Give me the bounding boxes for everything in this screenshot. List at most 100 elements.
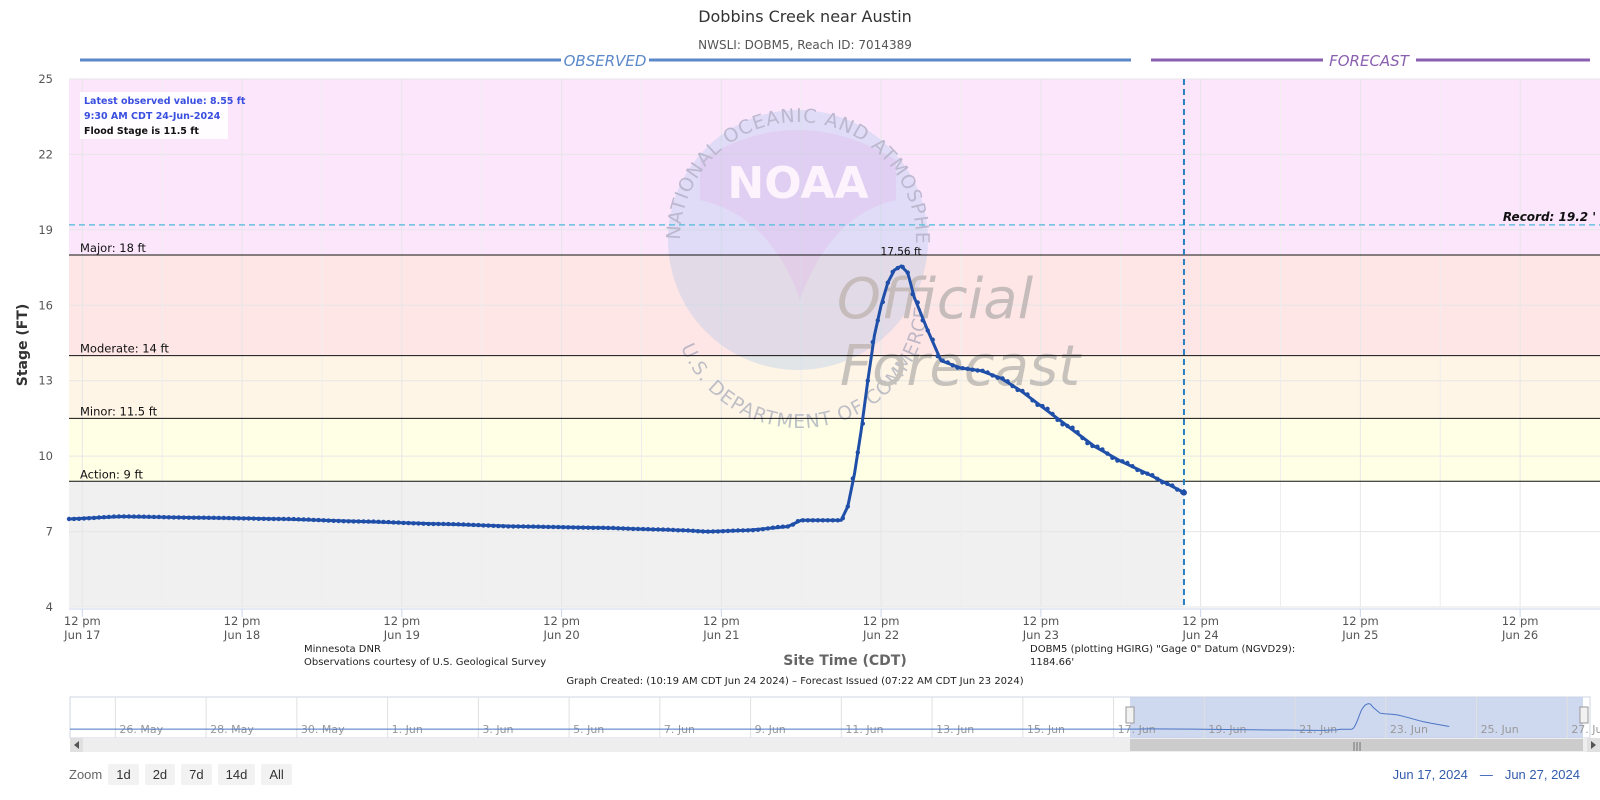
stage-point-5 <box>91 515 97 521</box>
zoom-7d-button[interactable]: 7d <box>181 764 212 785</box>
stage-point-145 <box>790 522 796 527</box>
x-tick-label-time-3: 12 pm <box>543 614 580 628</box>
stage-point-17 <box>151 514 157 520</box>
stage-point-152 <box>825 518 830 523</box>
range-from[interactable]: Jun 17, 2024 <box>1392 767 1468 782</box>
latest-observed-point <box>1180 489 1187 496</box>
stage-point-219 <box>1160 480 1165 485</box>
stage-point-64 <box>386 519 391 525</box>
x-tick-label-date-6: Jun 23 <box>1022 628 1059 642</box>
stage-point-84 <box>486 523 491 528</box>
zoom-2d-button[interactable]: 2d <box>144 764 176 785</box>
stage-point-169 <box>910 291 915 297</box>
stage-point-80 <box>466 522 471 527</box>
datum-note: DOBM5 (plotting HGIRG) "Gage 0" Datum (N… <box>1030 644 1295 655</box>
stage-point-141 <box>770 525 776 530</box>
navigator-label-16: 27. Jun <box>1571 723 1600 736</box>
band-minor <box>69 355 1600 419</box>
y-axis: 4 7 10 13 16 19 22 25 <box>38 72 53 614</box>
stage-point-30 <box>216 515 221 521</box>
stage-point-188 <box>1005 379 1010 384</box>
y-tick-label-1: 7 <box>46 525 53 539</box>
latest-observed-value: Latest observed value: 8.55 ft <box>84 96 246 107</box>
navigator[interactable]: 26. May 28. May 30. May 1. Jun 3. Jun 5. Jun 7… <box>69 696 1600 752</box>
stage-point-194 <box>1035 402 1040 407</box>
stage-point-49 <box>311 517 316 523</box>
x-tick-label-time-4: 12 pm <box>703 614 740 628</box>
stage-point-213 <box>1130 464 1135 469</box>
scrollbar-thumb[interactable] <box>1130 739 1583 751</box>
navigator-right-handle[interactable] <box>1579 706 1589 724</box>
range-to[interactable]: Jun 27, 2024 <box>1504 767 1580 782</box>
x-tick-label-date-9: Jun 26 <box>1501 628 1538 642</box>
stage-point-127 <box>700 529 706 534</box>
stage-point-79 <box>461 522 466 527</box>
stage-point-86 <box>496 523 501 529</box>
stage-point-18 <box>156 514 162 520</box>
stage-point-93 <box>531 524 536 529</box>
y-tick-label-4: 16 <box>38 298 53 312</box>
stage-point-131 <box>720 529 726 534</box>
navigator-left-handle[interactable] <box>1125 706 1135 724</box>
threshold-label-0: Action: 9 ft <box>80 467 143 481</box>
x-tick-label-date-3: Jun 20 <box>542 628 579 642</box>
stage-point-178 <box>955 365 960 370</box>
x-tick-label-time-0: 12 pm <box>64 614 101 628</box>
stage-point-112 <box>625 526 631 531</box>
flood-category-bands <box>69 79 1600 607</box>
stage-point-207 <box>1100 447 1105 452</box>
navigator-label-15: 25. Jun <box>1481 723 1519 736</box>
stage-point-156 <box>845 504 850 509</box>
stage-point-211 <box>1120 459 1125 464</box>
stage-point-147 <box>800 518 806 523</box>
stage-point-51 <box>321 518 326 523</box>
navigator-selected-range[interactable] <box>1130 697 1583 738</box>
stage-point-198 <box>1055 417 1060 422</box>
stage-point-193 <box>1030 398 1035 403</box>
stage-point-200 <box>1065 423 1070 429</box>
stage-point-199 <box>1060 422 1065 427</box>
stage-point-38 <box>256 516 261 521</box>
stage-point-122 <box>675 528 681 533</box>
stage-point-8 <box>106 514 112 520</box>
credit-agency: Minnesota DNR <box>304 644 381 655</box>
stage-point-160 <box>865 378 870 383</box>
stage-point-0 <box>66 516 72 522</box>
y-tick-label-0: 4 <box>46 600 53 614</box>
watermark-official: Official <box>837 267 1034 332</box>
y-tick-label-6: 22 <box>38 147 53 161</box>
zoom-all-button[interactable]: All <box>261 764 292 785</box>
stage-point-196 <box>1045 406 1050 411</box>
stage-point-146 <box>795 519 801 524</box>
latest-value-box: Latest observed value: 8.55 ft 9:30 AM C… <box>80 92 246 139</box>
range-separator: — <box>1479 767 1493 782</box>
stage-point-132 <box>725 528 731 534</box>
stage-point-23 <box>181 515 186 520</box>
stage-point-91 <box>521 524 526 529</box>
forecast-header: FORECAST <box>1151 52 1590 70</box>
stage-point-26 <box>196 515 201 520</box>
peak-label: 17.56 ft <box>881 246 922 258</box>
stage-point-201 <box>1070 425 1075 430</box>
stage-point-15 <box>141 514 147 519</box>
flood-stage-note: Flood Stage is 11.5 ft <box>84 126 199 137</box>
zoom-1d-button[interactable]: 1d <box>108 764 139 785</box>
stage-point-136 <box>745 528 751 533</box>
stage-point-70 <box>416 521 421 526</box>
stage-point-158 <box>855 450 860 455</box>
x-tick-label-date-8: Jun 25 <box>1341 628 1378 642</box>
stage-point-110 <box>616 526 621 531</box>
stage-point-99 <box>561 525 566 530</box>
stage-point-9 <box>111 514 117 519</box>
stage-point-59 <box>361 519 366 524</box>
stage-point-54 <box>336 518 341 524</box>
stage-point-4 <box>86 516 92 521</box>
navigator-label-13: 21. Jun <box>1299 723 1337 736</box>
stage-point-153 <box>830 518 835 523</box>
stage-point-94 <box>536 524 541 529</box>
stage-point-191 <box>1020 388 1025 394</box>
stage-point-106 <box>596 525 601 530</box>
stage-point-88 <box>506 524 511 529</box>
zoom-14d-button[interactable]: 14d <box>217 764 256 785</box>
